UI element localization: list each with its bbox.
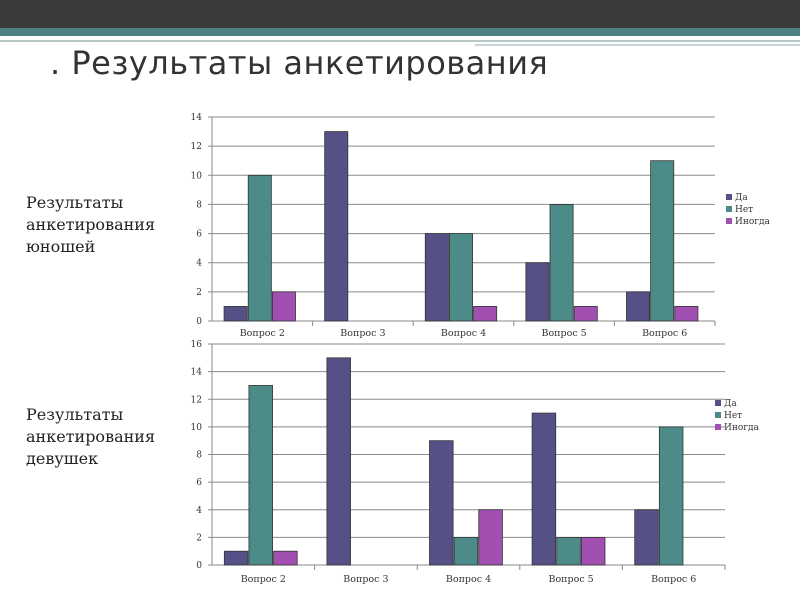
y-tick-label: 6 [196,230,202,240]
bar-2 [650,160,675,322]
y-tick-label: 12 [191,142,202,152]
bar-1 [531,412,557,566]
bar-1 [324,131,349,322]
x-tick-label: Вопрос 3 [343,574,388,585]
chart-girls-svg: 0 2 4 6 8 10 12 14 16 Вопрос 2 Вопрос 3 Вопрос 4 Воп… [191,340,760,585]
x-tick-label: Вопрос 6 [642,328,687,339]
bar-2 [247,174,272,322]
y-tick-label: 4 [196,506,202,516]
legend-label: Иногда [724,423,760,433]
x-tick-label: Вопрос 6 [651,574,696,585]
decorative-line [0,40,800,42]
bar-2 [556,536,581,566]
bar-2 [449,233,473,322]
bar-3 [271,291,296,322]
y-tick-label: 16 [191,340,203,350]
y-tick-label: 8 [196,451,202,461]
bar-2 [453,536,479,566]
label-girls-line-2: анкетирования [26,427,156,446]
bar-3 [674,306,699,322]
legend-label: Да [735,193,748,203]
x-tick-label: Вопрос 4 [446,574,491,585]
legend-label: Иногда [735,217,771,227]
y-tick-label: 6 [196,478,202,488]
top-bar [0,0,800,28]
bar-3 [573,306,598,322]
x-tick-label: Вопрос 5 [548,574,593,585]
bar-1 [424,233,449,322]
bar-1 [626,291,651,322]
bar-1 [429,440,454,566]
x-tick-label: Вопрос 3 [340,328,385,339]
y-tick-label: 2 [196,533,202,543]
bar-2 [658,426,684,566]
chart-boys-svg: 0 2 4 6 8 10 12 14 Вопрос 2 Вопрос 3 Вопрос 4 Вопро… [191,113,771,339]
y-tick-label: 2 [196,288,202,298]
page-title: . Результаты анкетирования [50,44,549,82]
bar-1 [634,509,659,566]
x-tick-label: Вопрос 4 [441,328,486,339]
label-boys-line-2: анкетирования [26,215,156,234]
bar-2 [248,385,273,566]
legend-swatch [726,218,732,224]
x-tick-label: Вопрос 5 [541,328,586,339]
legend-swatch [715,400,721,406]
y-tick-label: 10 [191,423,203,433]
label-girls-line-3: девушек [26,449,99,468]
x-tick-label: Вопрос 2 [240,328,285,339]
legend-swatch [715,412,721,418]
legend-label: Нет [724,411,742,421]
bar-1 [525,262,550,322]
label-girls: Результаты анкетирования девушек [22,404,172,470]
y-tick-label: 0 [196,561,202,571]
bar-3 [478,509,503,566]
y-tick-label: 8 [196,200,202,210]
bar-3 [473,306,498,322]
y-tick-label: 10 [191,171,203,181]
y-tick-label: 0 [196,317,202,327]
y-tick-label: 14 [191,113,203,123]
legend-swatch [715,424,721,430]
y-tick-label: 12 [191,395,202,405]
chart-boys: 0 2 4 6 8 10 12 14 Вопрос 2 Вопрос 3 Вопрос 4 Вопро… [170,108,790,346]
bar-1 [223,306,248,322]
bar-1 [326,357,351,566]
top-bar-accent [0,28,800,36]
decorative-line-short [475,44,800,46]
bar-2 [549,204,574,322]
legend-label: Нет [735,205,753,215]
y-tick-label: 14 [191,368,203,378]
x-tick-label: Вопрос 2 [241,574,286,585]
y-tick-label: 4 [196,259,202,269]
bar-3 [273,550,298,566]
bar-1 [223,550,249,566]
legend-swatch [726,194,732,200]
label-boys: Результаты анкетирования юношей [22,192,172,258]
legend-label: Да [724,399,737,409]
label-boys-line-1: Результаты [26,193,124,212]
label-girls-line-1: Результаты [26,405,124,424]
label-boys-line-3: юношей [26,237,96,256]
chart-girls: 0 2 4 6 8 10 12 14 16 Вопрос 2 Вопрос 3 Вопрос 4 Воп… [170,336,790,594]
legend-swatch [726,206,732,212]
bar-3 [580,536,606,566]
